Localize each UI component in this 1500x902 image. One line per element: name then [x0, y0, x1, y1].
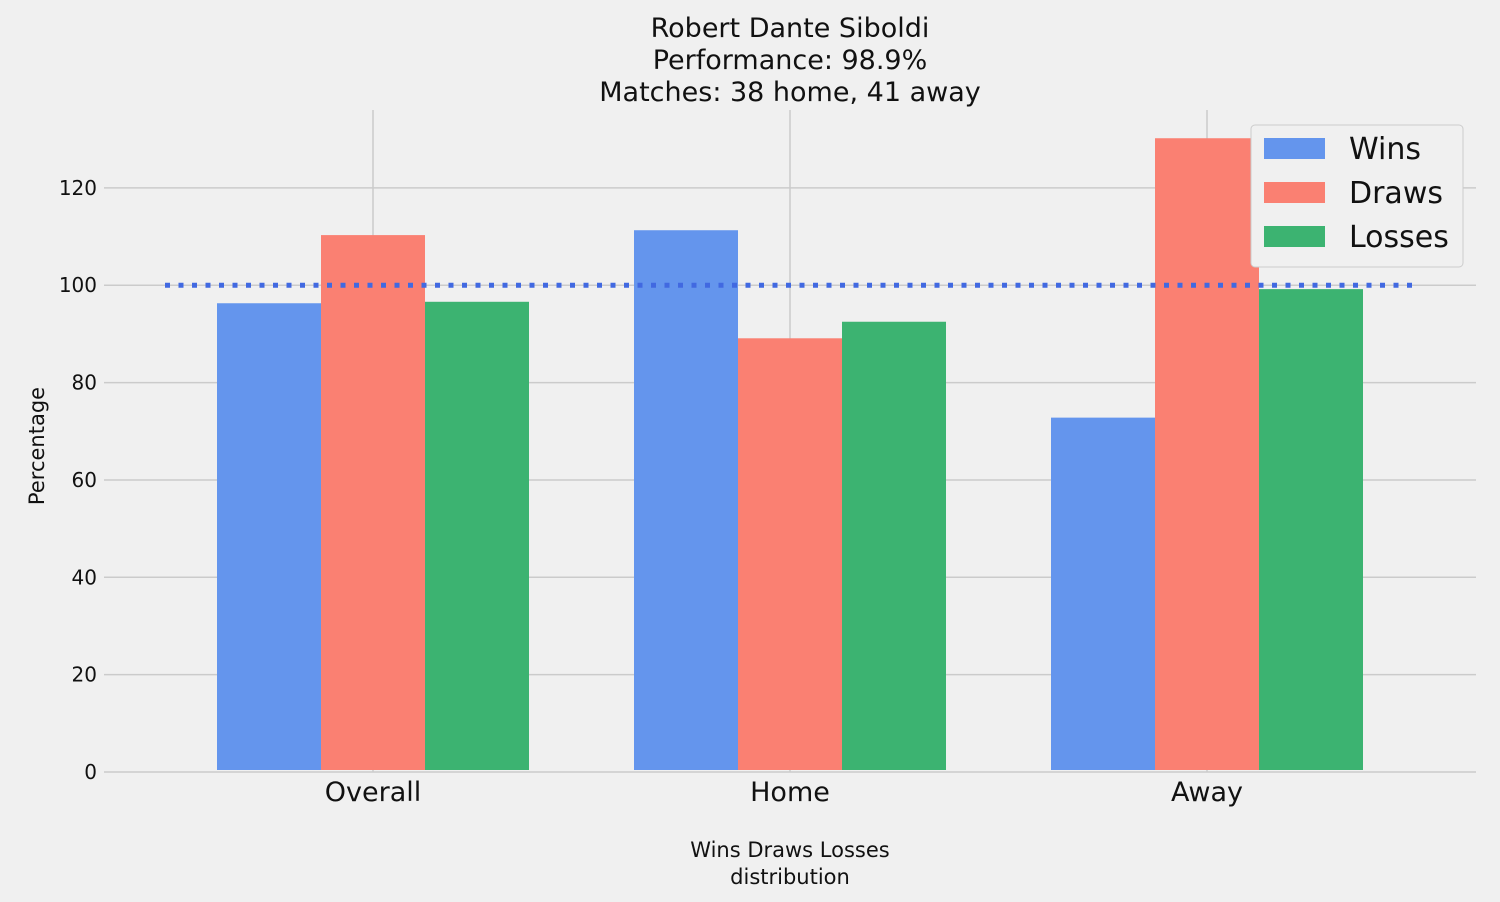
bar-wins-overall	[217, 303, 321, 770]
x-tick-label-away: Away	[1171, 777, 1243, 808]
legend-swatch-wins	[1264, 138, 1325, 159]
x-tick-label-overall: Overall	[325, 777, 422, 808]
bar-draws-home	[738, 338, 842, 770]
bar-draws-away	[1155, 138, 1259, 770]
x-tick-label-home: Home	[750, 777, 830, 808]
title-line-3: Matches: 38 home, 41 away	[599, 77, 981, 108]
bar-losses-home	[842, 321, 946, 770]
bar-losses-away	[1259, 289, 1363, 770]
y-tick-label-80: 80	[72, 371, 97, 395]
bar-wins-home	[634, 230, 738, 770]
y-tick-label-60: 60	[72, 468, 97, 492]
y-tick-label-120: 120	[59, 176, 97, 200]
x-tick-labels: Overall Home Away	[325, 777, 1243, 808]
y-tick-label-0: 0	[84, 760, 97, 784]
title-line-2: Performance: 98.9%	[653, 45, 928, 76]
bar-wins-away	[1051, 417, 1155, 770]
legend-swatch-losses	[1264, 226, 1325, 247]
legend-swatch-draws	[1264, 182, 1325, 203]
bar-losses-overall	[425, 301, 529, 770]
y-tick-label-100: 100	[59, 273, 97, 297]
y-tick-label-40: 40	[72, 565, 97, 589]
x-axis-label-line-2: distribution	[730, 865, 850, 889]
bar-draws-overall	[321, 235, 425, 771]
chart-title: Robert Dante Siboldi Performance: 98.9% …	[599, 13, 981, 108]
y-tick-label-20: 20	[72, 663, 97, 687]
x-axis-label: Wins Draws Losses distribution	[690, 838, 889, 889]
y-axis-label: Percentage	[25, 387, 49, 505]
y-tick-labels: 0 20 40 60 80 100 120	[59, 176, 97, 784]
title-line-1: Robert Dante Siboldi	[651, 13, 930, 44]
x-axis-label-line-1: Wins Draws Losses	[690, 838, 889, 862]
bars-layer	[217, 138, 1363, 771]
legend-label-wins: Wins	[1349, 132, 1421, 167]
legend-label-losses: Losses	[1349, 220, 1449, 255]
legend: Wins Draws Losses	[1250, 124, 1464, 268]
legend-label-draws: Draws	[1349, 176, 1443, 211]
